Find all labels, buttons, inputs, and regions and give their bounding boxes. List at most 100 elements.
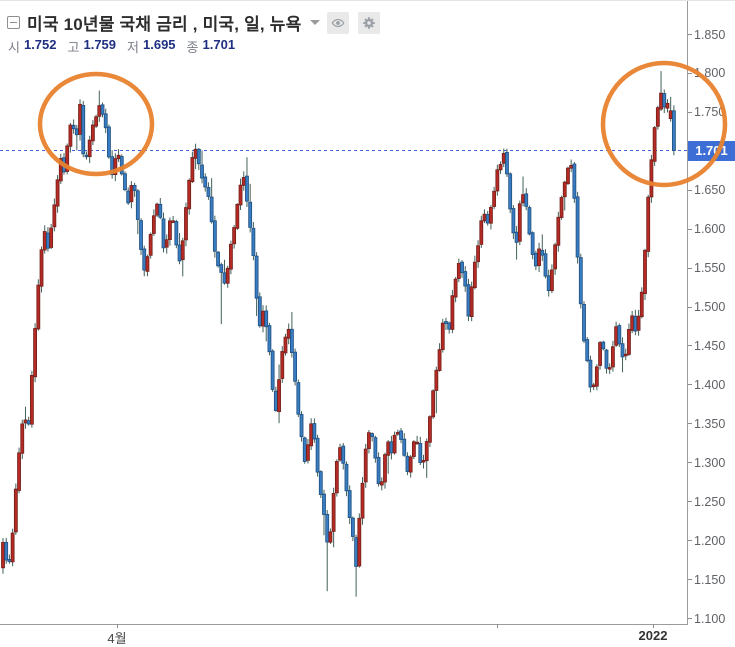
candle-down: [123, 173, 127, 191]
candle-down: [270, 350, 275, 390]
time-axis-tick: [653, 624, 654, 628]
price-axis-tick: [688, 501, 692, 503]
last-price-value: 1.701: [695, 143, 728, 159]
candle-down: [245, 175, 249, 202]
candle-up: [116, 154, 121, 160]
candle-up: [437, 349, 442, 371]
low-value: 1.695: [143, 37, 176, 52]
candle-up: [431, 390, 436, 418]
candle-up: [190, 157, 195, 183]
candle-down: [203, 176, 208, 188]
candle-down: [376, 456, 381, 484]
ohlc-readout: 시 1.752 고 1.759 저 1.695 종 1.701: [8, 37, 235, 56]
price-axis-label: 1.600: [694, 222, 726, 237]
candle-up: [636, 315, 641, 331]
candle-up: [360, 482, 365, 519]
candle-up: [187, 179, 192, 210]
collapse-legend-icon[interactable]: [7, 16, 20, 29]
candle-down: [110, 156, 115, 176]
candle-up: [309, 423, 314, 447]
candle-down: [296, 382, 301, 415]
candle-up: [472, 261, 477, 289]
candle-down: [354, 537, 359, 567]
candle-up: [591, 384, 596, 388]
candle-down: [254, 255, 259, 299]
visibility-toggle-button[interactable]: [327, 11, 350, 34]
candle-down: [399, 430, 403, 440]
candle-down: [222, 272, 227, 284]
candle-down: [264, 310, 269, 328]
candle-down: [177, 244, 182, 262]
candle-up: [450, 295, 455, 330]
candle-down: [578, 257, 583, 305]
candle-up: [652, 127, 657, 162]
candle-up: [29, 374, 34, 425]
candle-up: [241, 177, 246, 186]
candle-up: [623, 353, 628, 357]
candle-up: [87, 139, 92, 158]
candle-up: [23, 419, 28, 424]
low-readout: 저 1.695: [127, 37, 176, 56]
candle-down: [142, 248, 147, 271]
candle-down: [322, 493, 326, 515]
candle-down: [508, 173, 513, 210]
candle-up: [598, 342, 602, 366]
candle-down: [209, 196, 214, 223]
chevron-down-icon[interactable]: [310, 20, 321, 25]
price-axis-tick: [688, 618, 692, 619]
candle-up: [235, 203, 240, 229]
candle-up: [180, 240, 185, 261]
candle-up: [415, 441, 419, 445]
candle-up: [379, 481, 384, 486]
candle-up: [392, 434, 397, 454]
candle-up: [383, 454, 387, 483]
candle-up: [155, 203, 159, 216]
candle-up: [49, 227, 54, 248]
candle-down: [402, 438, 407, 456]
candle-up: [357, 517, 362, 567]
candle-down: [289, 328, 294, 353]
candle-up: [229, 243, 233, 270]
candle-down: [540, 249, 545, 256]
candle-up: [52, 204, 57, 228]
candle-down: [216, 251, 220, 267]
candle-up: [630, 315, 635, 331]
candle-up: [492, 190, 497, 207]
chart-title[interactable]: 미국 10년물 국채 금리 , 미국, 일, 뉴욕: [27, 15, 302, 34]
candle-up: [386, 441, 391, 456]
candle-down: [7, 559, 12, 562]
candle-down: [527, 207, 532, 235]
candle-down: [103, 113, 108, 129]
candle-down: [530, 232, 535, 255]
candle-down: [347, 490, 352, 519]
gear-icon: [363, 16, 376, 29]
candle-down: [267, 325, 272, 353]
eye-icon: [332, 18, 345, 27]
candle-down: [161, 218, 166, 249]
settings-button[interactable]: [358, 11, 381, 34]
candle-down: [84, 154, 89, 158]
candle-up: [646, 196, 651, 252]
candle-down: [299, 413, 304, 438]
candle-up: [367, 432, 371, 449]
candle-down: [341, 445, 346, 464]
price-axis-label: 1.250: [694, 494, 726, 509]
price-axis-tick: [688, 111, 692, 113]
price-axis-label: 1.550: [694, 261, 726, 276]
candle-up: [65, 145, 70, 172]
candle-up: [334, 461, 339, 494]
candle-up: [566, 167, 570, 185]
candle-down: [315, 437, 320, 473]
candle-up: [286, 328, 291, 339]
candle-down: [466, 284, 471, 317]
high-readout: 고 1.759: [68, 37, 117, 56]
candle-up: [517, 203, 522, 242]
close-label: 종: [186, 40, 199, 55]
candle-down: [585, 339, 590, 362]
candle-up: [113, 158, 118, 175]
candle-down: [601, 341, 606, 350]
price-axis-label: 1.100: [694, 611, 726, 626]
candle-down: [196, 148, 201, 165]
candle-up: [482, 213, 487, 222]
